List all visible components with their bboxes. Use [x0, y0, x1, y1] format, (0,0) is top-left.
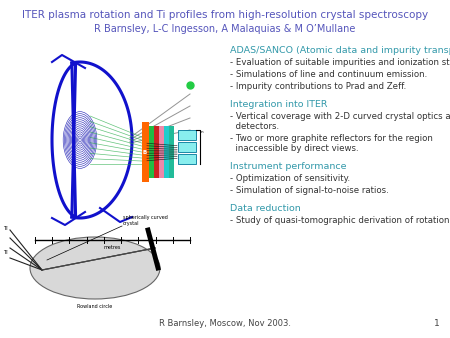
- Bar: [178, 154, 196, 164]
- Text: - Two or more graphite reflectors for the region: - Two or more graphite reflectors for th…: [230, 134, 433, 143]
- Text: Instrument performance: Instrument performance: [230, 162, 346, 171]
- Ellipse shape: [30, 237, 160, 299]
- Text: ADAS/SANCO (Atomic data and impurity transport codes): ADAS/SANCO (Atomic data and impurity tra…: [230, 46, 450, 55]
- Bar: [159, 126, 164, 178]
- Text: R Barnsley, L-C Ingesson, A Malaquias & M O’Mullane: R Barnsley, L-C Ingesson, A Malaquias & …: [94, 24, 356, 34]
- Text: - Evaluation of suitable impurities and ionization stages.: - Evaluation of suitable impurities and …: [230, 58, 450, 67]
- Text: - Impurity contributions to Prad and Zeff.: - Impurity contributions to Prad and Zef…: [230, 82, 406, 91]
- Text: Ti: Ti: [4, 225, 8, 231]
- Text: Data reduction: Data reduction: [230, 204, 301, 213]
- Bar: [149, 126, 154, 178]
- Text: - Simulations of line and continuum emission.: - Simulations of line and continuum emis…: [230, 70, 427, 79]
- Text: n: n: [201, 130, 203, 134]
- Text: detectors.: detectors.: [230, 122, 279, 131]
- Text: spherically curved
crystal: spherically curved crystal: [123, 215, 168, 226]
- Text: - Study of quasi-tomographic derivation of rotation and Ti.: - Study of quasi-tomographic derivation …: [230, 216, 450, 225]
- Text: R Barnsley, Moscow, Nov 2003.: R Barnsley, Moscow, Nov 2003.: [159, 319, 291, 328]
- Text: - Optimization of sensitivity.: - Optimization of sensitivity.: [230, 174, 350, 183]
- Text: Ti: Ti: [4, 249, 8, 255]
- Bar: [154, 126, 159, 178]
- Bar: [164, 126, 169, 178]
- Text: 1: 1: [434, 319, 440, 328]
- Text: Integration into ITER: Integration into ITER: [230, 100, 328, 109]
- Bar: [169, 126, 174, 178]
- Text: B: B: [143, 149, 147, 154]
- Bar: [178, 142, 196, 152]
- Text: - Simulation of signal-to-noise ratios.: - Simulation of signal-to-noise ratios.: [230, 186, 389, 195]
- Text: ITER plasma rotation and Ti profiles from high-resolution crystal spectroscopy: ITER plasma rotation and Ti profiles fro…: [22, 10, 428, 20]
- Bar: [178, 130, 196, 140]
- Text: Rowland circle: Rowland circle: [77, 304, 112, 309]
- Text: - Vertical coverage with 2-D curved crystal optics and 2-D: - Vertical coverage with 2-D curved crys…: [230, 112, 450, 121]
- Text: inaccessible by direct views.: inaccessible by direct views.: [230, 144, 359, 153]
- Text: metres: metres: [104, 245, 121, 250]
- Bar: [142, 122, 149, 182]
